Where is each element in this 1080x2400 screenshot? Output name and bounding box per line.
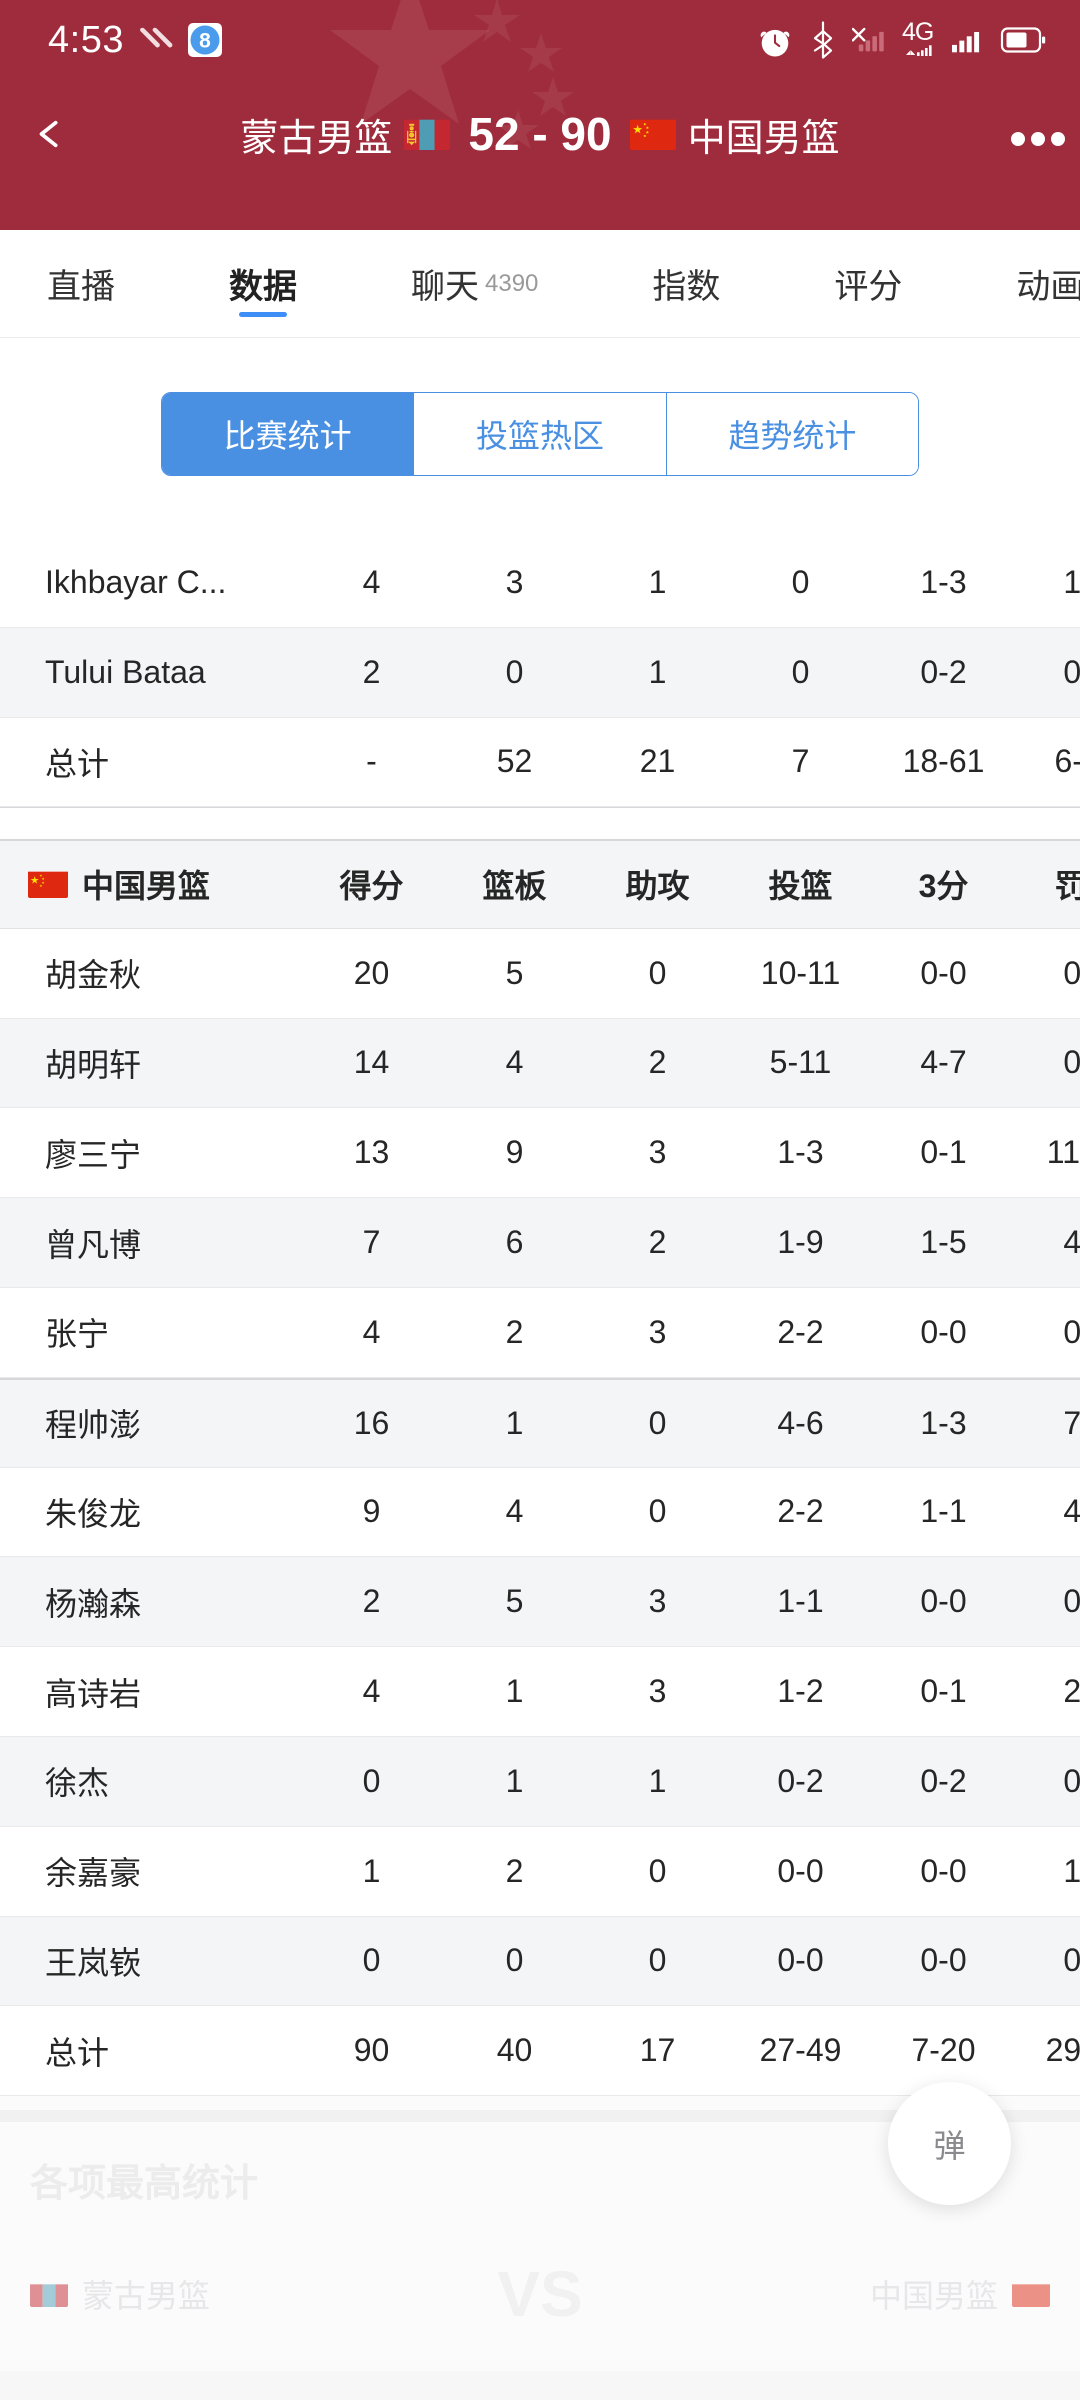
svg-text:8: 8 <box>199 30 211 53</box>
